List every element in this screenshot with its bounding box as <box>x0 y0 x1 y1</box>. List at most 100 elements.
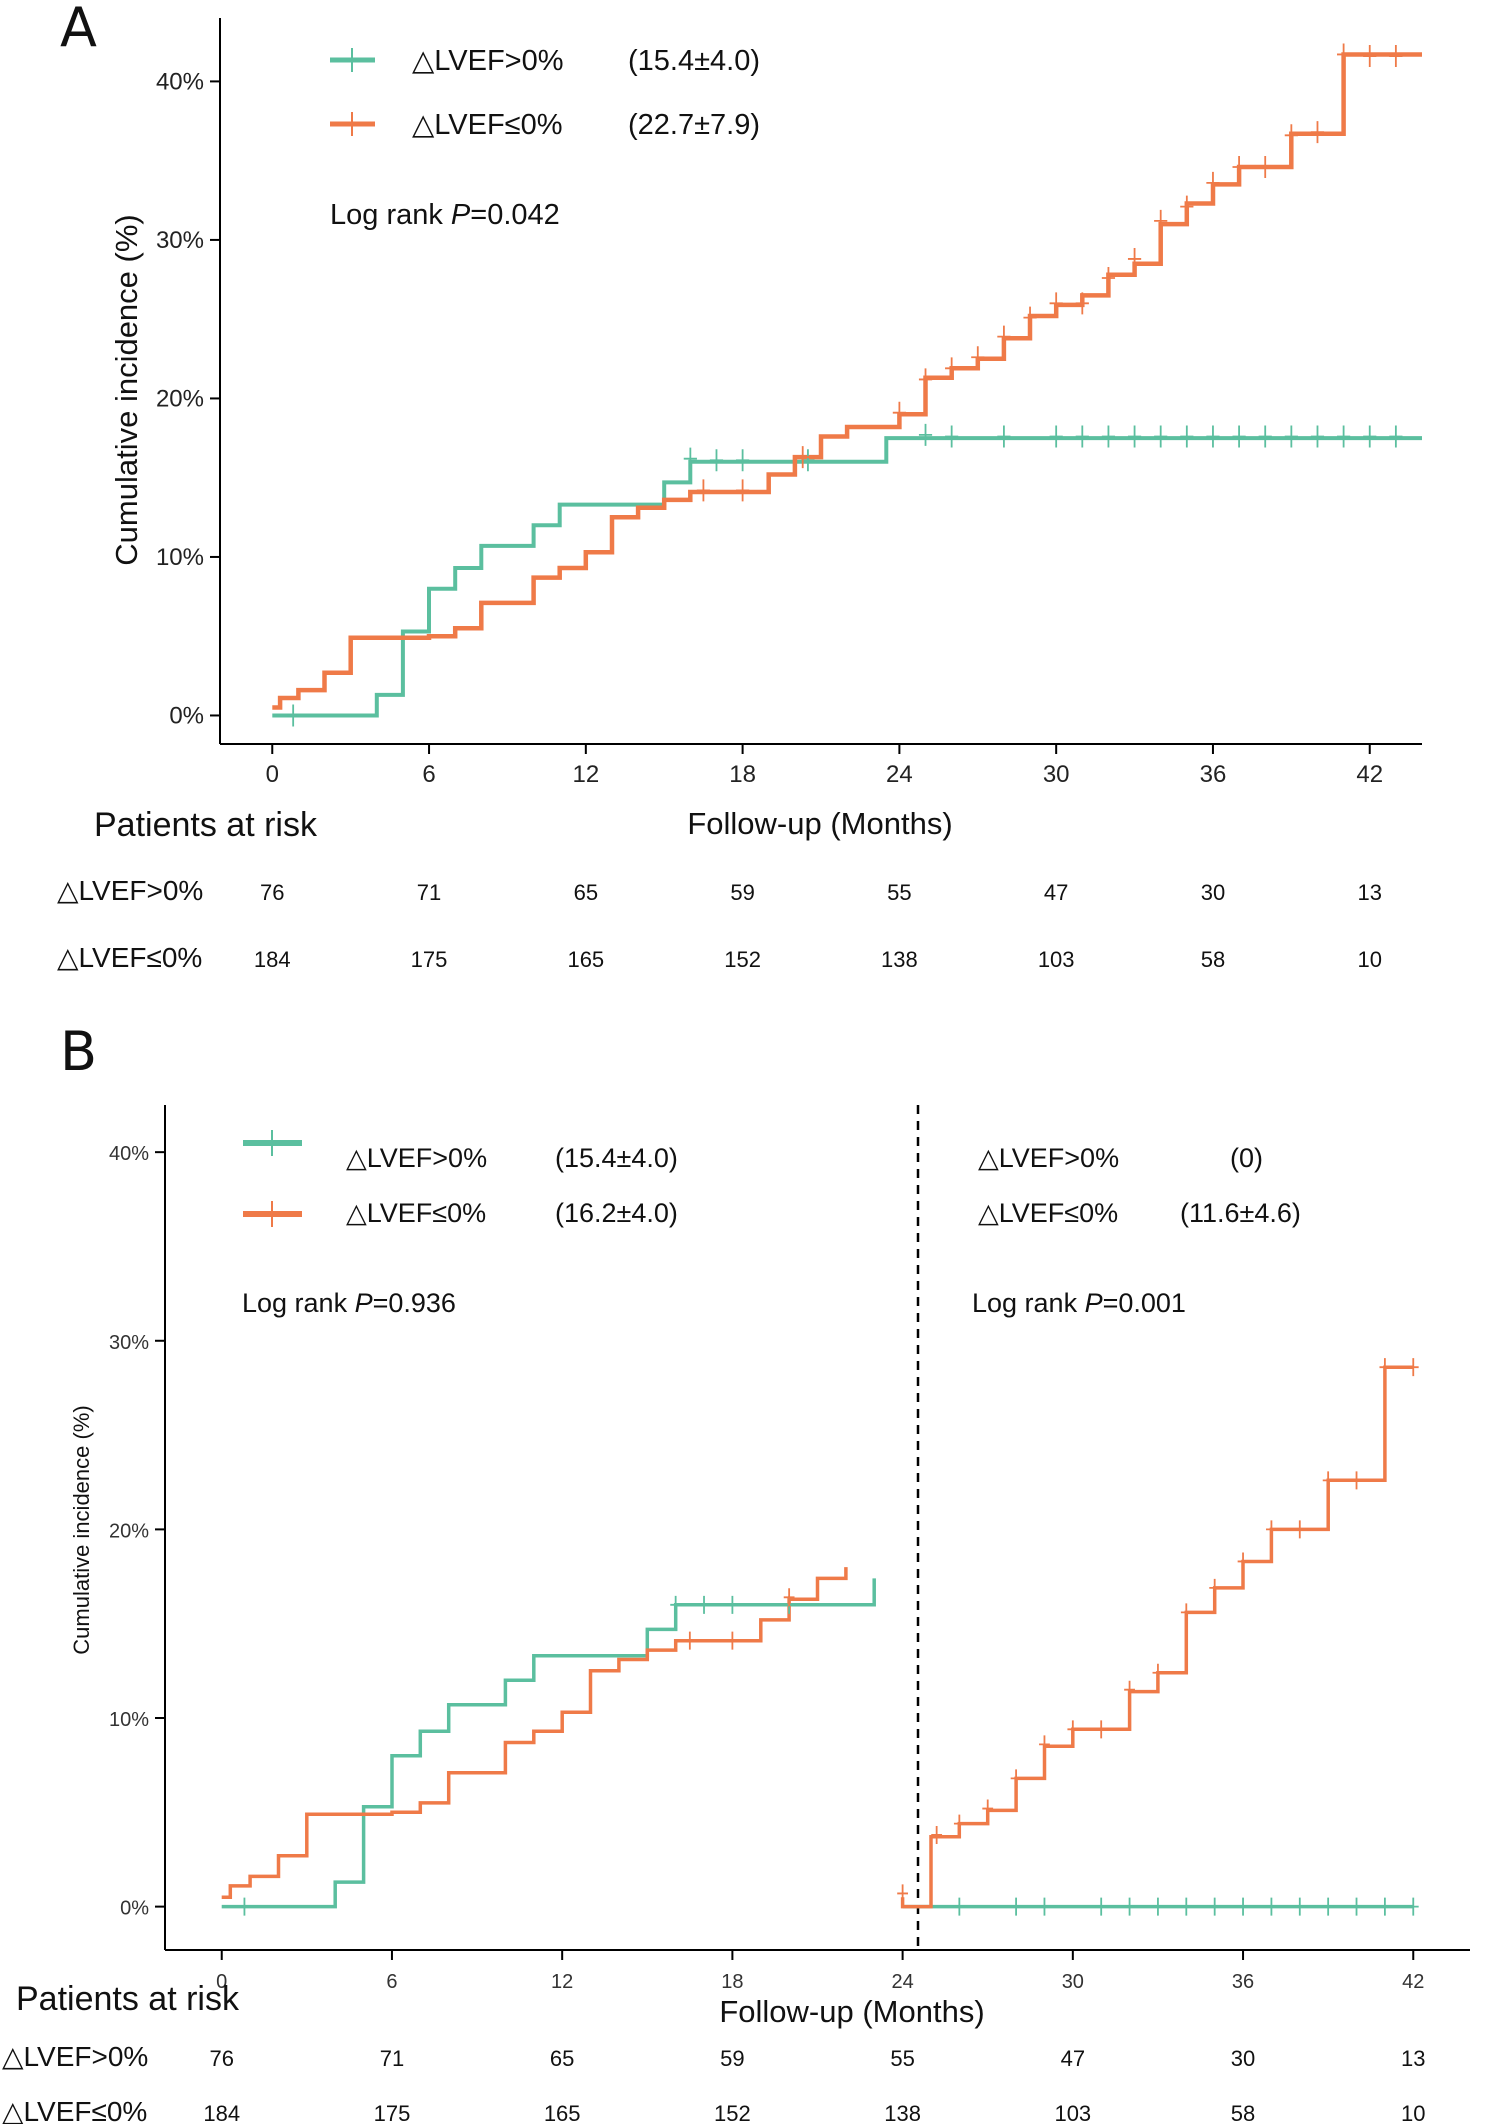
censor-mark <box>1294 1520 1306 1539</box>
series-line-decrease <box>221 1567 848 1899</box>
panel-b-y-tick-label: 10% <box>109 1709 149 1731</box>
censor-mark <box>918 368 933 391</box>
censor-mark <box>1023 306 1037 329</box>
panel-b-y-tick-label: 30% <box>109 1332 149 1354</box>
censor-mark <box>1049 292 1063 315</box>
risk-value-decrease: 152 <box>724 947 761 972</box>
censor-mark <box>1209 1578 1221 1597</box>
risk-value-decrease: 175 <box>411 947 448 972</box>
censor-mark <box>1206 171 1220 194</box>
panel-b-series <box>221 1365 1414 1909</box>
panel-a-y-tick-label: 40% <box>156 68 204 95</box>
risk-value-increase: 59 <box>720 2046 744 2071</box>
risk-value-increase: 59 <box>730 880 754 905</box>
censor-mark <box>1127 425 1142 448</box>
panel-b-risk-row-label-increase: △LVEF>0% <box>2 2041 148 2072</box>
panel-b-x-tick-label: 30 <box>1062 1971 1084 1993</box>
censor-mark <box>1258 425 1272 448</box>
risk-value-increase: 30 <box>1231 2046 1255 2071</box>
risk-value-decrease: 103 <box>1038 947 1075 972</box>
censor-mark <box>684 1631 696 1650</box>
panel-a-x-tick-label: 12 <box>572 761 599 788</box>
panel-b-right-legend-label-decrease: △LVEF≤0% <box>978 1198 1118 1228</box>
censor-mark <box>997 325 1011 348</box>
censor-mark <box>709 449 724 472</box>
panel-a-x-tick-label: 0 <box>266 761 279 788</box>
panel-a-x-tick-label: 24 <box>886 761 913 788</box>
panel-a-y-tick-label: 0% <box>169 702 204 729</box>
panel-b-x-tick-label: 12 <box>551 1971 573 1993</box>
censor-mark <box>1101 266 1116 289</box>
risk-value-decrease: 58 <box>1231 2101 1255 2124</box>
panel-a-x-tick-label: 6 <box>422 761 435 788</box>
censor-mark <box>1209 1897 1221 1916</box>
risk-value-decrease: 10 <box>1401 2101 1425 2124</box>
risk-value-increase: 65 <box>574 880 598 905</box>
panel-b-left-legend-value-decrease: (16.2±4.0) <box>555 1198 678 1228</box>
risk-value-increase: 47 <box>1061 2046 1085 2071</box>
censor-mark <box>1379 1897 1391 1916</box>
censor-mark <box>971 346 985 369</box>
censor-mark <box>286 704 300 727</box>
censor-mark <box>1284 425 1298 448</box>
censor-mark <box>1154 425 1168 448</box>
panel-a-risk-row-label-increase: △LVEF>0% <box>57 875 203 906</box>
panel-b-censor-marks <box>239 1358 1419 1916</box>
censor-mark <box>1363 425 1377 448</box>
censor-mark <box>953 1814 965 1833</box>
censor-mark <box>1284 124 1298 147</box>
censor-mark <box>1180 1897 1192 1916</box>
censor-mark <box>1379 1358 1391 1377</box>
panel-a-legend-label-decrease: △LVEF≤0% <box>412 109 563 141</box>
censor-mark <box>1154 209 1168 232</box>
panel-b-left-legend-label-decrease: △LVEF≤0% <box>346 1198 486 1228</box>
censor-mark <box>796 446 810 469</box>
censor-mark <box>736 479 750 502</box>
panel-a-y-axis-title: Cumulative incidence (%) <box>109 214 144 565</box>
censor-mark <box>1101 425 1116 448</box>
censor-mark <box>1294 1897 1306 1916</box>
censor-mark <box>1232 425 1246 448</box>
censor-mark <box>1237 1552 1249 1571</box>
censor-mark <box>892 401 906 424</box>
panel-a-series <box>272 52 1422 718</box>
risk-value-increase: 55 <box>887 880 911 905</box>
censor-mark <box>1363 45 1377 68</box>
panel-a-risk-values: 76 71 65 59 55 47 30 13 184 175 165 152 138 103 58 10 <box>254 880 1382 972</box>
panel-a: A 0% 10% 20% 30% 40% 0 6 12 18 24 30 36 42 Cumulati… <box>57 0 1422 973</box>
panel-a-y-tick-label: 10% <box>156 544 204 571</box>
panel-a-risk-table-title: Patients at risk <box>94 806 318 844</box>
censor-mark <box>696 479 711 502</box>
panel-a-logrank-text: Log rank P=0.042 <box>330 199 560 231</box>
censor-mark <box>982 1799 994 1818</box>
censor-mark <box>1010 1897 1022 1916</box>
censor-mark <box>1152 1663 1164 1682</box>
censor-mark <box>1095 1897 1107 1916</box>
censor-mark <box>1010 1769 1022 1788</box>
panel-a-x-tick-label: 36 <box>1200 761 1227 788</box>
censor-mark <box>1049 425 1063 448</box>
panel-b: B 0% 10% 20% 30% 40% 0 6 12 18 24 30 36 42 Cumulati… <box>2 1020 1470 2124</box>
censor-mark <box>1127 247 1142 270</box>
censor-mark <box>1337 43 1351 66</box>
panel-a-x-tick-label: 42 <box>1356 761 1383 788</box>
censor-mark <box>1351 1897 1362 1916</box>
censor-mark <box>1389 45 1403 68</box>
censor-mark <box>1180 425 1194 448</box>
panel-b-y-axis-title: Cumulative incidence (%) <box>69 1405 94 1654</box>
panel-b-x-tick-label: 6 <box>386 1971 397 1993</box>
censor-mark <box>1075 425 1089 448</box>
censor-mark <box>1351 1471 1362 1490</box>
censor-mark <box>239 1897 250 1916</box>
censor-mark <box>1039 1897 1050 1916</box>
risk-value-increase: 55 <box>890 2046 914 2071</box>
series-line-increase <box>272 436 1422 718</box>
risk-value-decrease: 58 <box>1201 947 1225 972</box>
series-line-decrease <box>272 52 1422 710</box>
risk-value-decrease: 138 <box>881 947 918 972</box>
censor-mark <box>1180 1603 1192 1622</box>
censor-mark <box>726 1631 738 1650</box>
series-line-decrease <box>900 1365 1414 1909</box>
panel-b-risk-row-label-decrease: △LVEF≤0% <box>2 2096 147 2124</box>
